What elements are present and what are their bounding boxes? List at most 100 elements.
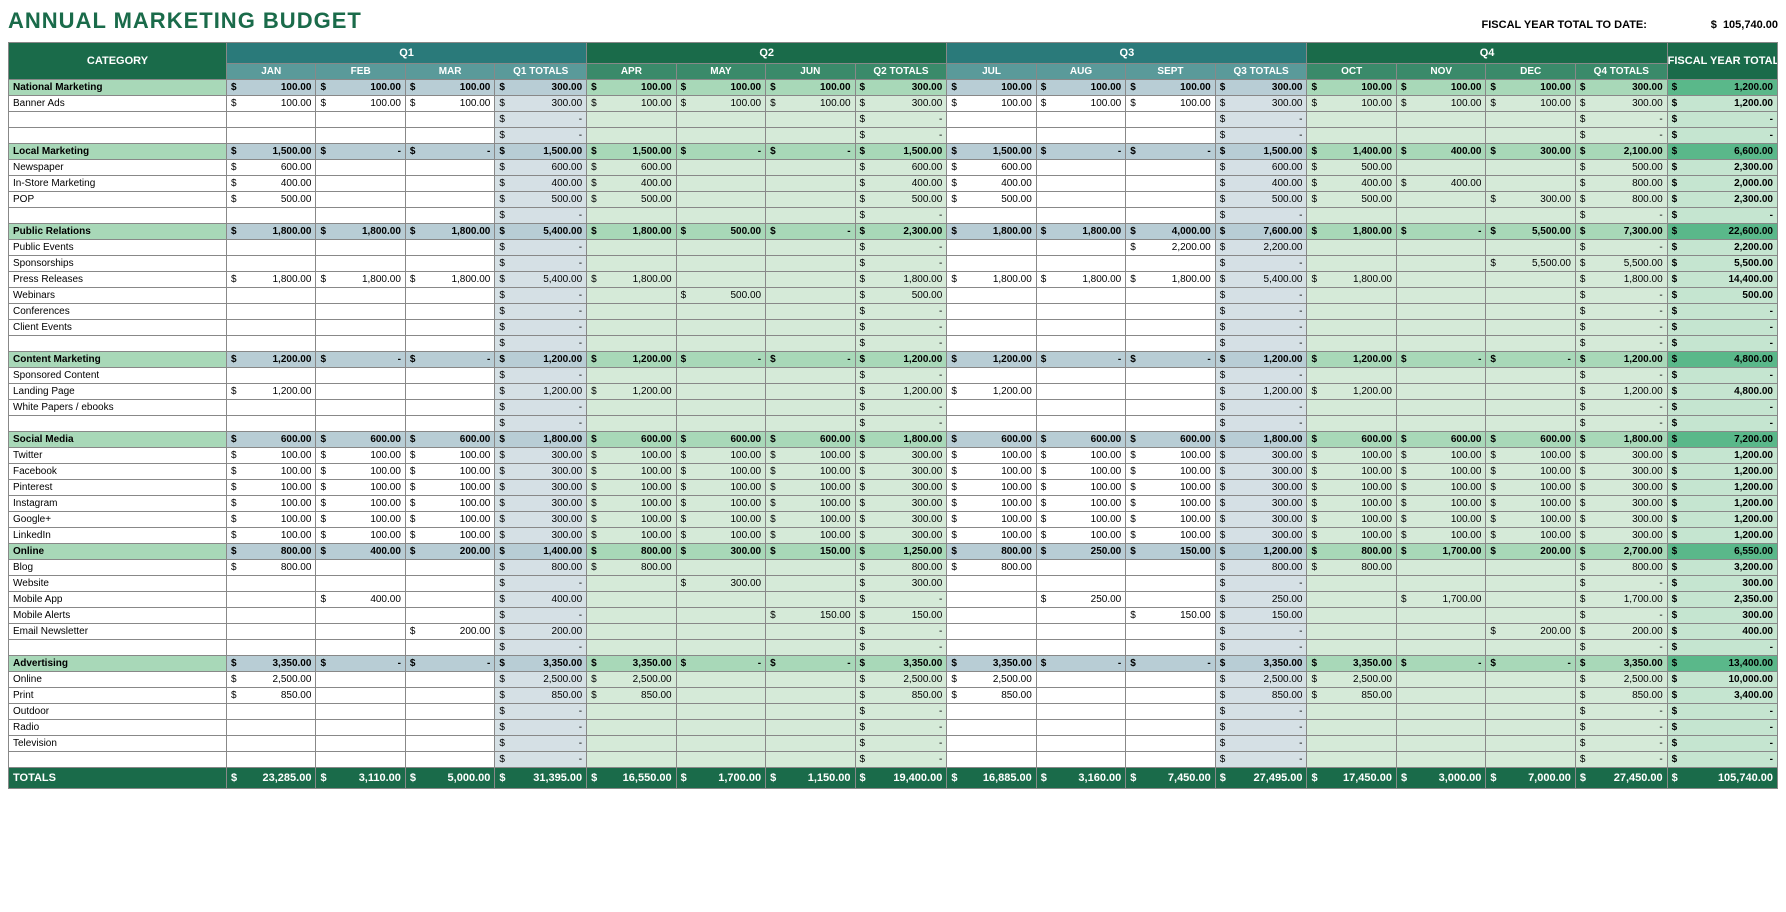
cell: $- xyxy=(495,416,587,432)
cell: $100.00 xyxy=(316,528,405,544)
cell: $- xyxy=(855,256,947,272)
cell xyxy=(1396,160,1485,176)
cell: $600.00 xyxy=(1396,432,1485,448)
cell xyxy=(766,736,855,752)
cell: $7,200.00 xyxy=(1667,432,1777,448)
cell: $100.00 xyxy=(766,480,855,496)
cell: $2,300.00 xyxy=(1667,192,1777,208)
cell xyxy=(226,400,315,416)
cell: $800.00 xyxy=(1307,560,1396,576)
cell: $- xyxy=(1667,320,1777,336)
cell: $100.00 xyxy=(1307,480,1396,496)
cell xyxy=(316,624,405,640)
cell: $1,200.00 xyxy=(1667,80,1777,96)
cell xyxy=(676,624,765,640)
cell xyxy=(405,576,494,592)
cell: $- xyxy=(316,352,405,368)
cell: $- xyxy=(1667,304,1777,320)
cell: $300.00 xyxy=(855,448,947,464)
cell xyxy=(1126,688,1215,704)
cell: $- xyxy=(1215,208,1307,224)
cell xyxy=(947,368,1036,384)
cell: $600.00 xyxy=(587,432,676,448)
cell: $100.00 xyxy=(1307,96,1396,112)
cell: $2,500.00 xyxy=(226,672,315,688)
cell: $600.00 xyxy=(226,432,315,448)
cell: $850.00 xyxy=(1575,688,1667,704)
cell: $200.00 xyxy=(1486,544,1575,560)
cell: $- xyxy=(1126,144,1215,160)
cell xyxy=(226,288,315,304)
cell: $600.00 xyxy=(405,432,494,448)
cell xyxy=(1486,288,1575,304)
cell xyxy=(1396,368,1485,384)
cell xyxy=(1396,688,1485,704)
cell xyxy=(1486,672,1575,688)
cell xyxy=(587,240,676,256)
cell xyxy=(1396,256,1485,272)
cell: $- xyxy=(1575,240,1667,256)
cell: $1,200.00 xyxy=(1667,448,1777,464)
cell: $1,800.00 xyxy=(855,272,947,288)
cell: $100.00 xyxy=(766,96,855,112)
cell xyxy=(1036,704,1125,720)
cell: $100.00 xyxy=(766,512,855,528)
cell xyxy=(1126,624,1215,640)
cell xyxy=(1036,304,1125,320)
cell: $100.00 xyxy=(1396,496,1485,512)
cell: $100.00 xyxy=(1396,96,1485,112)
cell xyxy=(676,240,765,256)
cell: $500.00 xyxy=(1215,192,1307,208)
cell: $800.00 xyxy=(1575,560,1667,576)
cell: $22,600.00 xyxy=(1667,224,1777,240)
col-q1: Q1 xyxy=(226,43,586,64)
cell: $100.00 xyxy=(316,448,405,464)
cell: $- xyxy=(855,640,947,656)
cell xyxy=(226,576,315,592)
cell: $100.00 xyxy=(676,80,765,96)
cell: $17,450.00 xyxy=(1307,768,1396,789)
cell xyxy=(316,304,405,320)
cell xyxy=(405,240,494,256)
cell: $3,200.00 xyxy=(1667,560,1777,576)
cell: $100.00 xyxy=(1307,80,1396,96)
cell: $600.00 xyxy=(226,160,315,176)
col-may: MAY xyxy=(676,64,765,80)
cell: $150.00 xyxy=(1215,608,1307,624)
category-row: Public Relations$1,800.00$1,800.00$1,800… xyxy=(9,224,1778,240)
cell xyxy=(676,160,765,176)
cell: $- xyxy=(1215,640,1307,656)
cell xyxy=(1126,384,1215,400)
sub-row: Banner Ads$100.00$100.00$100.00$300.00$1… xyxy=(9,96,1778,112)
col-q3-totals: Q3 TOTALS xyxy=(1215,64,1307,80)
cell xyxy=(1307,240,1396,256)
cell: $300.00 xyxy=(1575,496,1667,512)
cell: $3,350.00 xyxy=(1215,656,1307,672)
cell: $100.00 xyxy=(1307,448,1396,464)
cell xyxy=(1486,240,1575,256)
cell: $100.00 xyxy=(676,448,765,464)
cell: $- xyxy=(1215,416,1307,432)
cell xyxy=(1486,752,1575,768)
cell xyxy=(676,688,765,704)
cell: $- xyxy=(855,368,947,384)
cell: $400.00 xyxy=(495,176,587,192)
cell: $- xyxy=(1215,368,1307,384)
cell: $2,500.00 xyxy=(1215,672,1307,688)
cell: $1,800.00 xyxy=(947,224,1036,240)
cell xyxy=(587,400,676,416)
cell xyxy=(405,720,494,736)
cell xyxy=(405,368,494,384)
cell: $600.00 xyxy=(1307,432,1396,448)
cell: $100.00 xyxy=(316,80,405,96)
cell xyxy=(766,176,855,192)
cell: $- xyxy=(676,352,765,368)
cell: $- xyxy=(855,112,947,128)
cell xyxy=(587,752,676,768)
totals-row: TOTALS$23,285.00$3,110.00$5,000.00$31,39… xyxy=(9,768,1778,789)
row-label: Mobile Alerts xyxy=(9,608,227,624)
row-label: POP xyxy=(9,192,227,208)
cell: $1,200.00 xyxy=(495,352,587,368)
cell: $- xyxy=(1667,112,1777,128)
cell: $100.00 xyxy=(226,480,315,496)
